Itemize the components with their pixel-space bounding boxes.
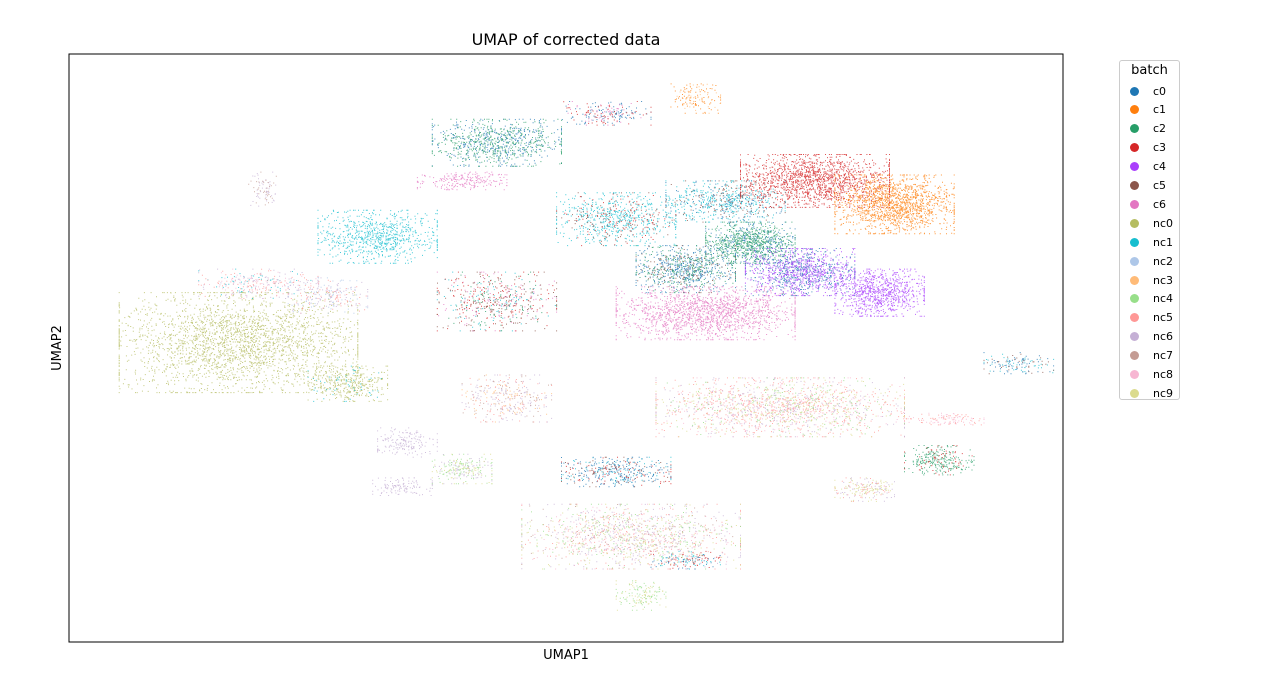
legend-item-nc9: nc9 bbox=[1130, 385, 1173, 401]
chart-title: UMAP of corrected data bbox=[472, 30, 661, 49]
legend-marker bbox=[1130, 237, 1139, 247]
legend-item-nc3: nc3 bbox=[1130, 272, 1173, 288]
legend-item-nc7: nc7 bbox=[1130, 348, 1173, 364]
legend-marker bbox=[1130, 218, 1139, 228]
legend-marker bbox=[1130, 124, 1139, 134]
legend-item-nc5: nc5 bbox=[1130, 310, 1173, 326]
legend-item-nc8: nc8 bbox=[1130, 367, 1173, 383]
legend-marker bbox=[1130, 332, 1139, 342]
legend-label: c6 bbox=[1153, 197, 1167, 211]
legend-marker bbox=[1130, 143, 1139, 153]
legend-label: nc3 bbox=[1153, 273, 1174, 287]
legend-label: nc4 bbox=[1153, 292, 1174, 306]
legend-item-nc1: nc1 bbox=[1130, 234, 1173, 250]
legend-label: nc7 bbox=[1153, 349, 1174, 363]
legend-marker bbox=[1130, 275, 1139, 285]
plot-frame bbox=[68, 53, 1064, 643]
legend-label: nc1 bbox=[1153, 235, 1174, 249]
legend-marker bbox=[1130, 351, 1139, 361]
legend-label: c2 bbox=[1153, 122, 1167, 136]
legend-marker bbox=[1130, 294, 1139, 304]
legend-title: batch bbox=[1131, 63, 1168, 78]
points-nc9 bbox=[431, 377, 905, 611]
legend-item-c6: c6 bbox=[1130, 196, 1166, 212]
points-nc0 bbox=[118, 292, 389, 402]
plot-area bbox=[69, 54, 1063, 642]
legend-item-c2: c2 bbox=[1130, 121, 1166, 137]
legend-item-c0: c0 bbox=[1130, 83, 1166, 99]
legend-item-c4: c4 bbox=[1130, 159, 1166, 175]
legend-item-nc4: nc4 bbox=[1130, 291, 1173, 307]
legend-item-nc0: nc0 bbox=[1130, 215, 1173, 231]
legend-marker bbox=[1130, 162, 1139, 172]
legend-marker bbox=[1130, 313, 1139, 323]
legend-label: nc6 bbox=[1153, 330, 1174, 344]
points-c4 bbox=[744, 248, 925, 317]
legend-marker bbox=[1130, 181, 1139, 190]
legend-marker bbox=[1130, 256, 1139, 266]
scatter-points bbox=[118, 83, 1055, 611]
legend-label: c5 bbox=[1153, 179, 1167, 192]
legend-label: nc5 bbox=[1153, 311, 1174, 325]
legend-item-nc6: nc6 bbox=[1130, 329, 1173, 345]
legend-label: nc8 bbox=[1153, 368, 1174, 381]
legend-label: c1 bbox=[1153, 103, 1167, 117]
legend-item-c1: c1 bbox=[1130, 102, 1166, 118]
legend: batch c0 c1 c2 c3 c4 c5 c6 nc0 nc1 nc2 nc3 nc4 nc5 nc… bbox=[1119, 60, 1180, 400]
legend-label: nc2 bbox=[1153, 254, 1174, 268]
legend-label: c3 bbox=[1153, 141, 1167, 155]
legend-label: nc9 bbox=[1153, 386, 1174, 400]
legend-label: c0 bbox=[1153, 84, 1167, 98]
x-axis-label: UMAP1 bbox=[543, 648, 589, 663]
legend-item-c3: c3 bbox=[1130, 140, 1166, 156]
legend-marker bbox=[1130, 388, 1139, 398]
legend-marker bbox=[1130, 105, 1139, 115]
y-axis-label: UMAP2 bbox=[50, 325, 65, 371]
legend-marker bbox=[1130, 86, 1139, 96]
legend-marker bbox=[1130, 370, 1139, 379]
legend-item-c5: c5 bbox=[1130, 178, 1166, 194]
legend-label: c4 bbox=[1153, 160, 1167, 174]
legend-marker bbox=[1130, 199, 1139, 209]
legend-label: nc0 bbox=[1153, 216, 1174, 230]
points-c2 bbox=[431, 118, 975, 476]
legend-item-nc2: nc2 bbox=[1130, 253, 1173, 269]
